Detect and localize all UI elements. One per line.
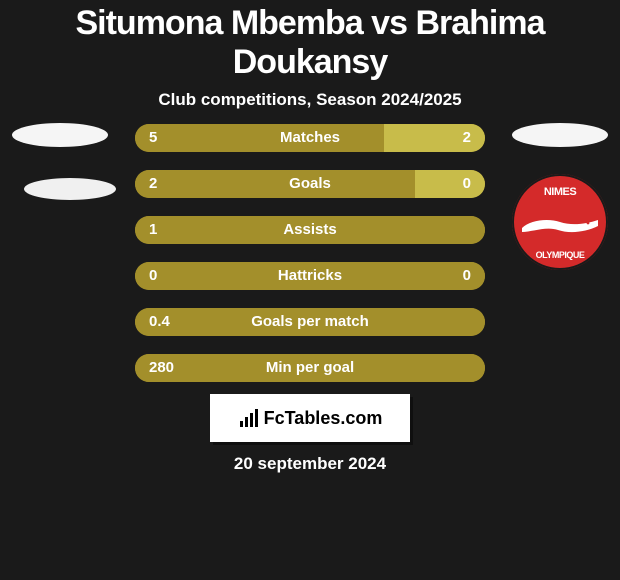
stat-row: 0.4Goals per match <box>135 308 485 336</box>
date-text: 20 september 2024 <box>0 454 620 474</box>
club-badge-left-2 <box>24 178 116 200</box>
comparison-infographic: Situmona Mbemba vs Brahima Doukansy Club… <box>0 0 620 580</box>
club-badge-left-1 <box>12 123 108 147</box>
stat-row: 52Matches <box>135 124 485 152</box>
page-title: Situmona Mbemba vs Brahima Doukansy <box>0 0 620 82</box>
stat-label: Matches <box>135 124 485 152</box>
stat-row: 1Assists <box>135 216 485 244</box>
stat-row: 00Hattricks <box>135 262 485 290</box>
stat-row: 280Min per goal <box>135 354 485 382</box>
subtitle: Club competitions, Season 2024/2025 <box>0 90 620 110</box>
watermark-text: FcTables.com <box>264 408 383 429</box>
stat-label: Assists <box>135 216 485 244</box>
nimes-text-bottom: OLYMPIQUE <box>512 250 608 260</box>
stat-row: 20Goals <box>135 170 485 198</box>
stats-bars: 52Matches 20Goals 1Assists 00Hattricks 0.4Go… <box>135 124 485 400</box>
watermark-badge: FcTables.com <box>210 394 410 442</box>
stat-label: Hattricks <box>135 262 485 290</box>
stat-label: Min per goal <box>135 354 485 382</box>
stat-label: Goals <box>135 170 485 198</box>
crocodile-icon <box>520 214 600 238</box>
nimes-text-top: NIMES <box>512 186 608 198</box>
chart-icon <box>238 407 260 429</box>
club-badge-right-1 <box>512 123 608 147</box>
club-badge-nimes: NIMES OLYMPIQUE <box>512 174 608 270</box>
stat-label: Goals per match <box>135 308 485 336</box>
